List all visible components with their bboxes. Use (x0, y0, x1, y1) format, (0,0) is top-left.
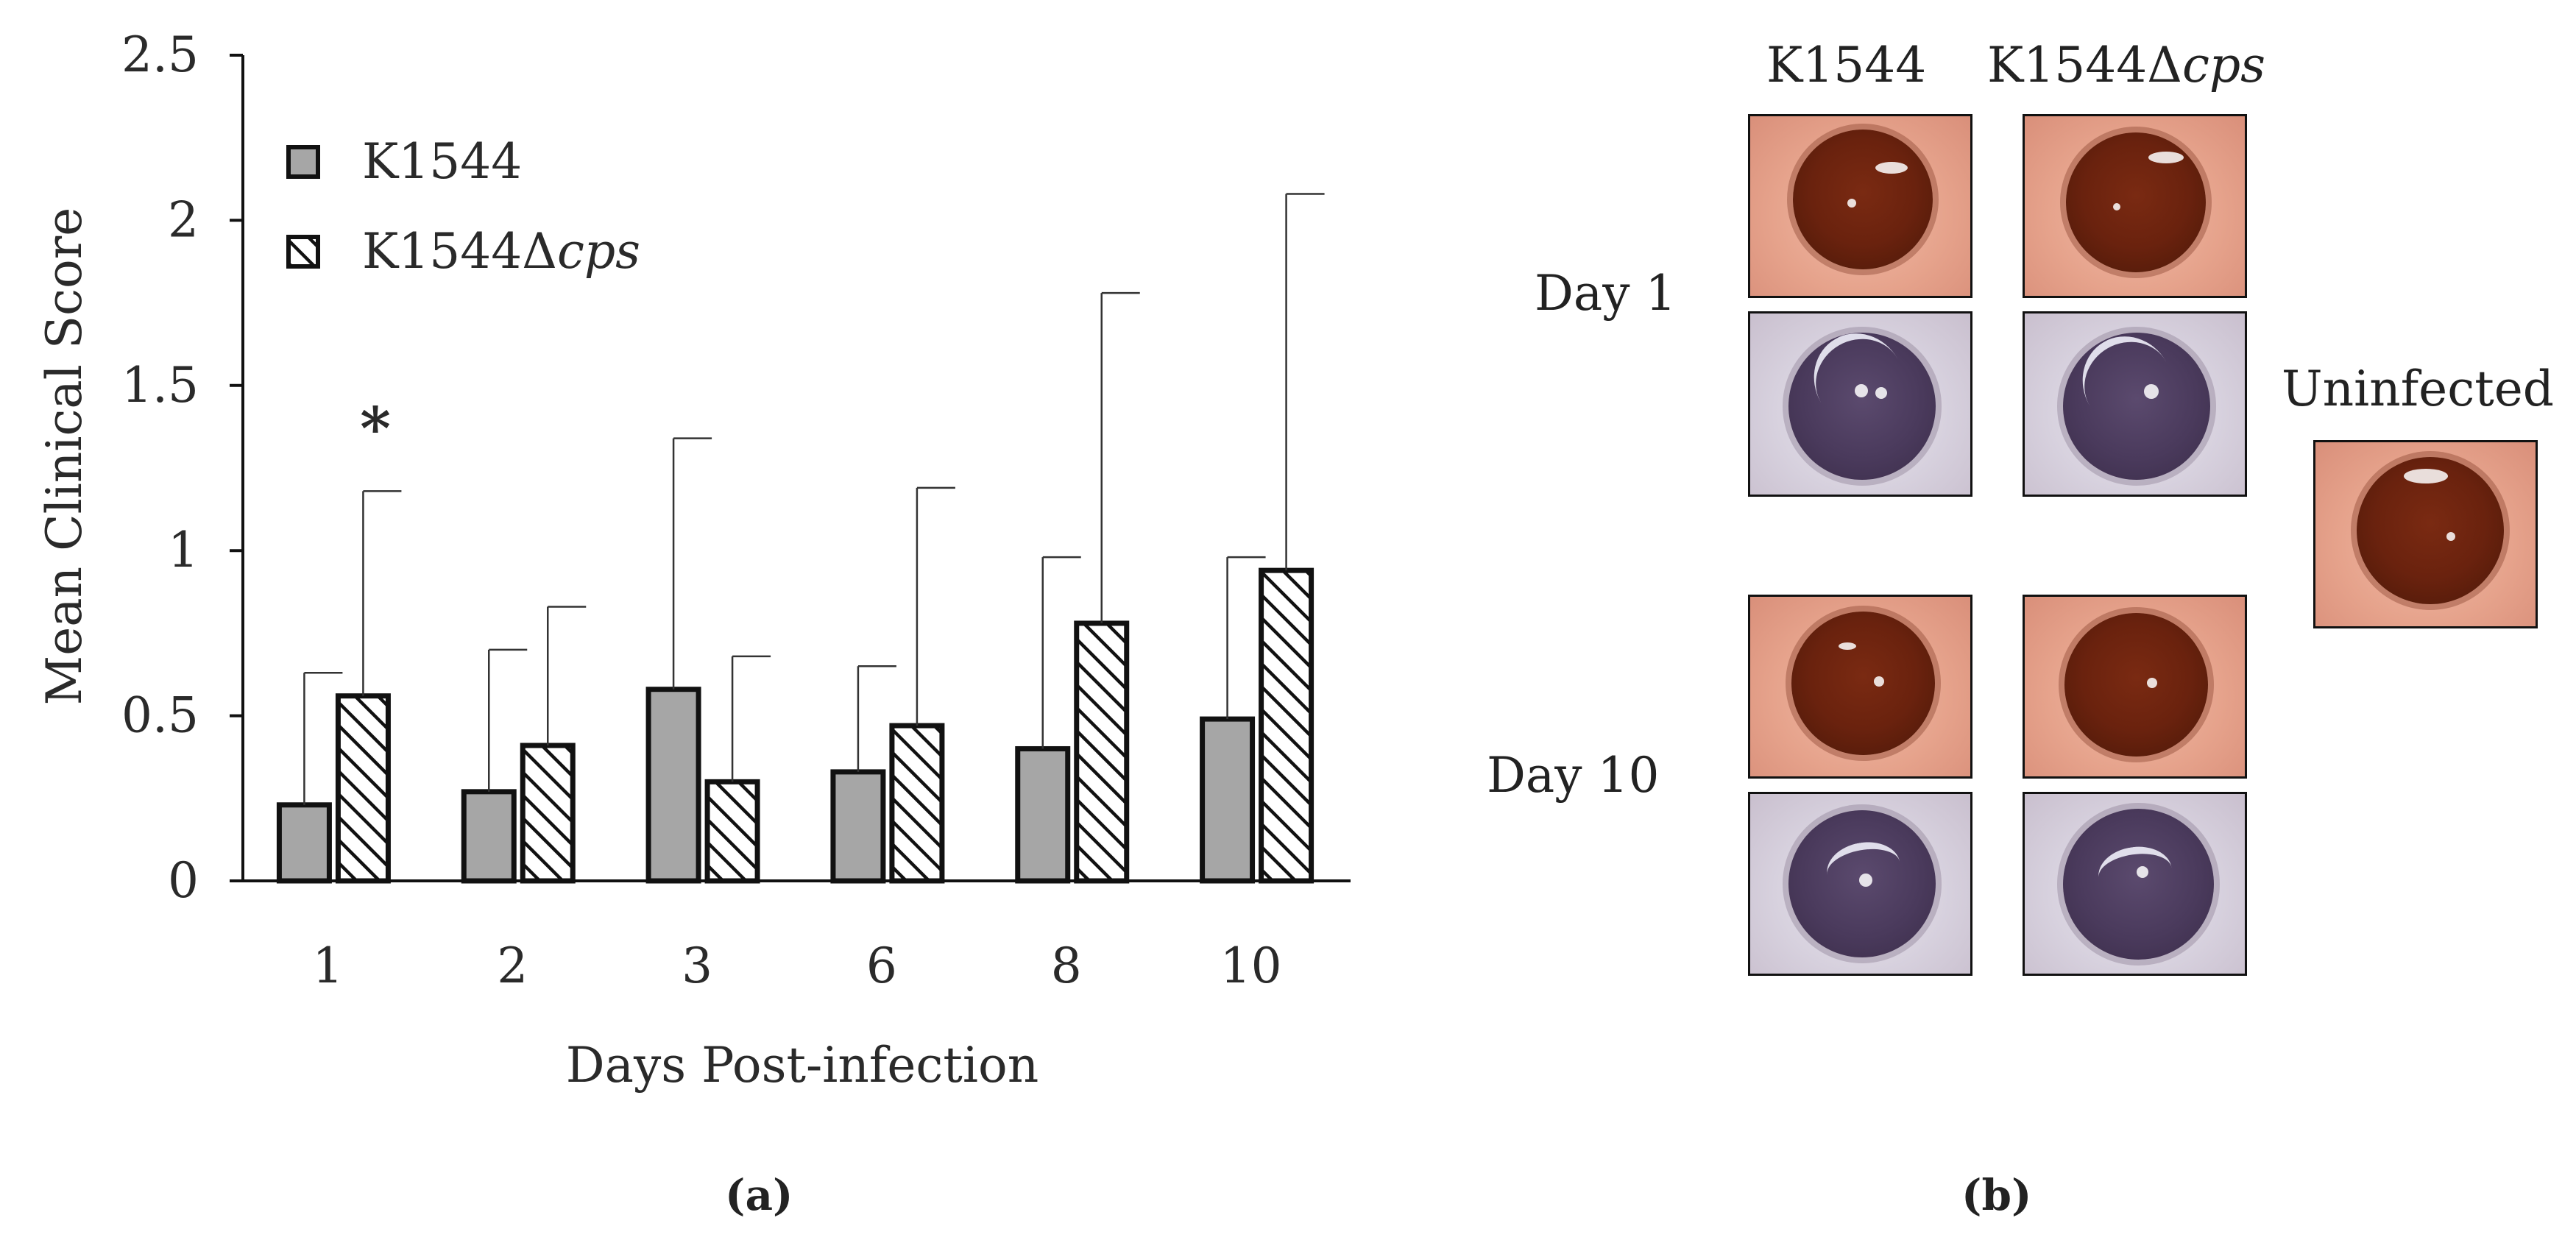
eye-photo-k1544-cps-day1-blue (2023, 311, 2247, 497)
legend-label-prefix: K1544Δ (362, 223, 557, 280)
row-heading-day-1: Day 1 (1535, 265, 1677, 322)
significance-asterisk: * (360, 394, 391, 463)
eye-photo-uninfected (2313, 440, 2538, 628)
eye-photo-k1544-cps-day1-red (2023, 114, 2247, 298)
x-axis-label: Days Post-infection (566, 1037, 1039, 1094)
eye-photo-k1544-cps-day10-red (2023, 595, 2247, 779)
bar-k1544 (1015, 745, 1071, 884)
x-tick-label: 10 (1220, 938, 1282, 994)
x-tick-label: 3 (682, 938, 712, 994)
bar-k1544 (276, 802, 332, 884)
legend-label-k1544: K1544 (362, 133, 522, 190)
x-tick-label: 1 (312, 938, 343, 994)
y-tick-label: 0 (168, 852, 199, 909)
legend: K1544 K1544Δcps (286, 133, 640, 280)
column-heading-k1544-cps: K1544Δcps (1987, 37, 2265, 93)
y-tick-label: 1 (168, 522, 199, 578)
legend-swatch-k1544-cps (286, 235, 320, 269)
y-tick-label: 2.5 (121, 26, 199, 83)
eye-photo-k1544-cps-day10-blue (2023, 792, 2247, 976)
eye-photo-k1544-day10-red (1748, 595, 1972, 779)
y-tick-label: 2 (168, 191, 199, 248)
bar-k1544-cps (1259, 567, 1314, 884)
legend-label-italic: cps (557, 223, 640, 280)
eye-photo-k1544-day10-blue (1748, 792, 1972, 976)
x-tick-label: 6 (866, 938, 897, 994)
bars (276, 567, 1314, 884)
eye-photo-k1544-day1-blue (1748, 311, 1972, 497)
x-tick-label: 2 (497, 938, 528, 994)
bar-k1544 (645, 687, 701, 884)
bar-k1544-cps (1074, 620, 1130, 884)
panel-label-b: (b) (1961, 1170, 2032, 1220)
bar-k1544 (461, 789, 517, 884)
y-axis-label: Mean Clinical Score (36, 208, 93, 706)
legend-label-k1544-cps: K1544Δcps (362, 223, 640, 280)
y-tick-label: 1.5 (121, 357, 199, 414)
bar-k1544-cps (704, 779, 760, 884)
col-heading-italic: cps (2182, 37, 2266, 93)
column-heading-k1544: K1544 (1766, 37, 1927, 93)
tick-labels: 0 0.5 1 1.5 2 2.5 1 2 3 6 8 10 (121, 26, 1282, 994)
bar-k1544-cps (889, 723, 945, 884)
col-heading-prefix: K1544Δ (1987, 37, 2182, 93)
legend-swatch-k1544 (286, 145, 320, 179)
error-bars (303, 193, 1325, 805)
row-heading-day-10: Day 10 (1487, 747, 1660, 804)
x-tick-label: 8 (1051, 938, 1082, 994)
bar-k1544 (830, 769, 886, 884)
eye-photo-k1544-day1-red (1748, 114, 1972, 298)
heading-uninfected: Uninfected (2282, 361, 2555, 417)
bar-k1544-cps (335, 693, 391, 884)
y-tick-label: 0.5 (121, 687, 199, 744)
bar-k1544-cps (520, 743, 576, 884)
bar-k1544 (1200, 716, 1256, 884)
axes (230, 54, 1351, 882)
panel-label-a: (a) (725, 1170, 793, 1220)
